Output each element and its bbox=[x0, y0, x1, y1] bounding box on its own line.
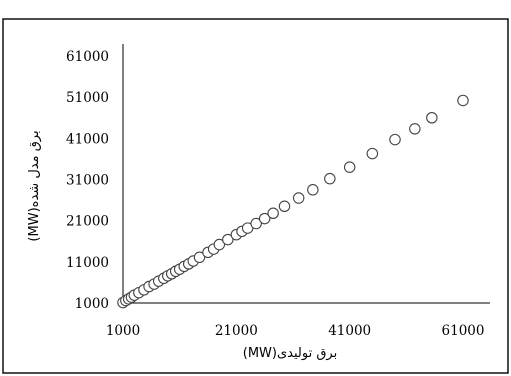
y-tick-label: 41000 bbox=[66, 131, 109, 147]
x-tick-label: 41000 bbox=[328, 323, 371, 339]
y-tick-label: 51000 bbox=[66, 90, 109, 106]
y-tick-label: 61000 bbox=[66, 49, 109, 65]
data-point bbox=[324, 172, 336, 185]
y-tick-label: 1000 bbox=[75, 296, 109, 312]
x-tick-label: 21000 bbox=[215, 323, 258, 339]
data-point bbox=[426, 112, 438, 124]
data-point bbox=[307, 184, 319, 196]
data-point bbox=[258, 212, 271, 225]
data-point bbox=[222, 233, 234, 246]
data-point bbox=[343, 161, 356, 173]
y-tick-label: 11000 bbox=[66, 255, 109, 271]
y-tick-label: 21000 bbox=[66, 214, 109, 230]
data-point bbox=[278, 200, 291, 213]
data-point bbox=[193, 251, 206, 264]
data-point bbox=[366, 147, 379, 160]
chart-frame bbox=[2, 18, 509, 374]
axes bbox=[122, 44, 490, 304]
data-point bbox=[389, 133, 401, 146]
data-point bbox=[292, 192, 305, 204]
data-point bbox=[213, 238, 226, 251]
data-points bbox=[117, 94, 469, 309]
y-axis-label: برق مدل شده(MW) bbox=[27, 130, 42, 241]
data-point bbox=[250, 217, 262, 230]
data-point bbox=[409, 123, 421, 135]
y-tick-label: 31000 bbox=[66, 173, 109, 189]
y-tick-labels: 1000 11000 21000 31000 41000 51000 61000 bbox=[66, 49, 109, 312]
data-point bbox=[267, 207, 279, 220]
x-tick-label: 1000 bbox=[106, 323, 140, 339]
x-axis-label: برق تولیدی(MW) bbox=[243, 346, 337, 361]
data-point bbox=[457, 94, 469, 107]
x-tick-labels: 1000 21000 41000 61000 bbox=[106, 323, 485, 339]
x-tick-label: 61000 bbox=[442, 323, 485, 339]
